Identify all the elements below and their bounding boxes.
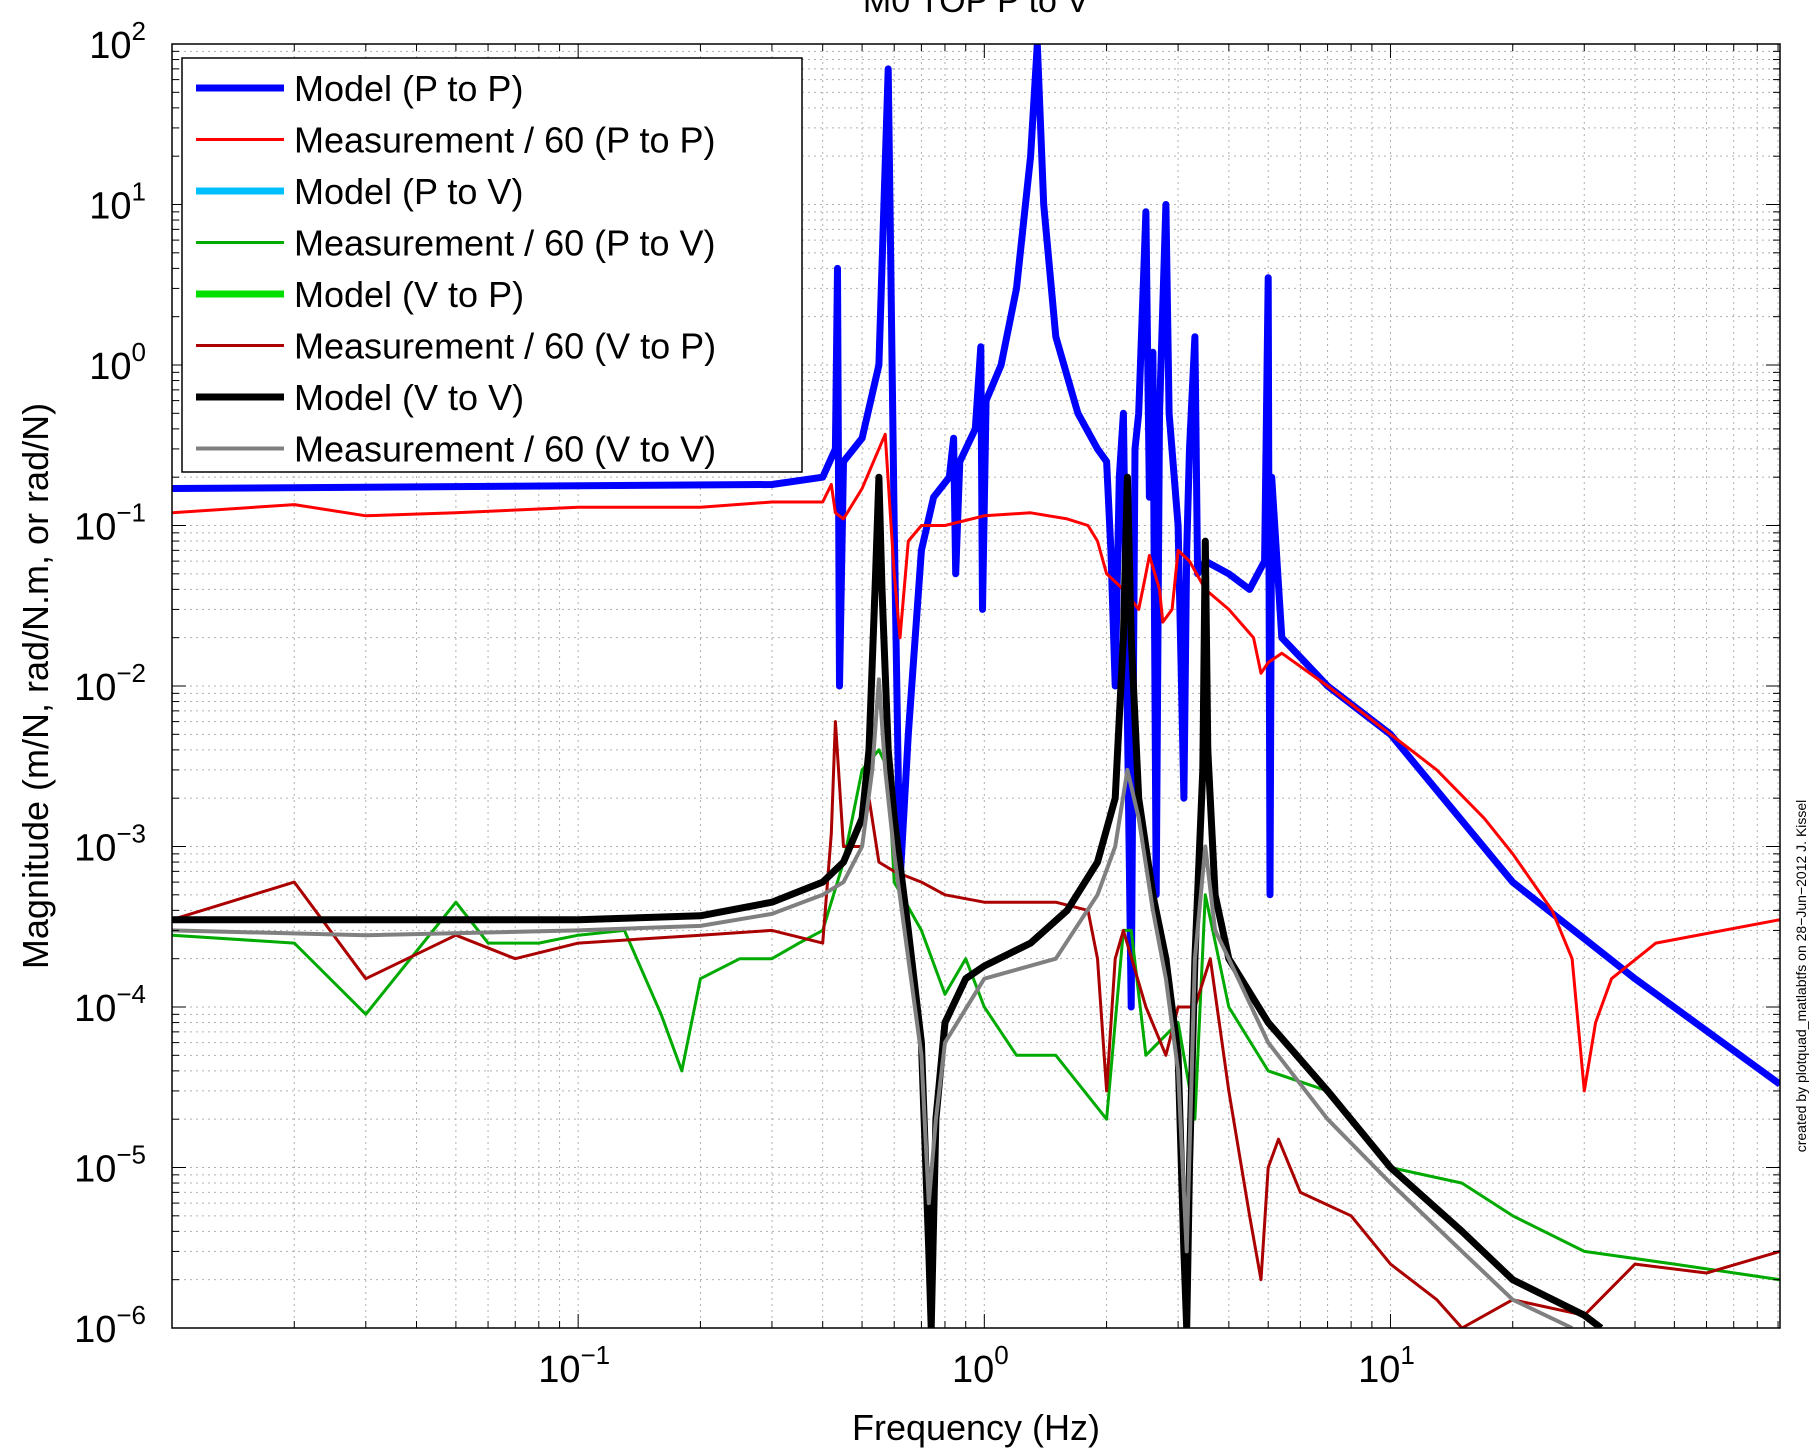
legend-label: Measurement / 60 (P to V) [294, 223, 716, 264]
legend-label: Model (V to V) [294, 377, 524, 418]
legend-label: Model (P to V) [294, 171, 523, 212]
series-line [172, 677, 1573, 1328]
svg-text:100: 100 [952, 1340, 1009, 1391]
svg-text:100: 100 [89, 337, 146, 388]
svg-text:10−1: 10−1 [74, 498, 146, 549]
svg-text:10−5: 10−5 [74, 1140, 146, 1191]
y-tick-label: 101 [89, 177, 146, 228]
legend-item: Model (V to V) [196, 377, 524, 418]
x-tick-label: 10−1 [538, 1340, 610, 1391]
svg-text:10−1: 10−1 [538, 1340, 610, 1391]
series-line [172, 473, 1604, 1328]
svg-text:10−3: 10−3 [74, 819, 146, 870]
svg-text:10−4: 10−4 [74, 979, 146, 1030]
series-line [172, 44, 1780, 1088]
legend-label: Model (V to P) [294, 274, 524, 315]
x-tick-label: 100 [952, 1340, 1009, 1391]
legend-item: Measurement / 60 (V to P) [196, 326, 716, 367]
legend-label: Measurement / 60 (P to P) [294, 120, 716, 161]
y-tick-label: 10−5 [74, 1140, 146, 1191]
legend-item: Measurement / 60 (P to P) [196, 120, 716, 161]
legend: Model (P to P) Measurement / 60 (P to P) M… [181, 57, 803, 473]
legend-item: Model (V to P) [196, 274, 524, 315]
legend-item: Model (P to P) [196, 68, 523, 109]
svg-text:10−2: 10−2 [74, 658, 146, 709]
legend-item: Measurement / 60 (V to V) [196, 429, 716, 470]
series-line [172, 720, 1780, 1328]
legend-item: Measurement / 60 (P to V) [196, 223, 716, 264]
tick-marks [171, 44, 1780, 1329]
y-tick-label: 10−2 [74, 658, 146, 709]
y-tick-label: 10−4 [74, 979, 146, 1030]
svg-text:101: 101 [89, 177, 146, 228]
y-tick-labels: 102 101 100 10−1 10−2 10−3 10−4 10−5 10−6 [74, 16, 146, 1351]
legend-item: Model (P to V) [196, 171, 523, 212]
legend-label: Measurement / 60 (V to P) [294, 326, 716, 367]
svg-text:102: 102 [89, 16, 146, 67]
x-tick-labels: 10−1 100 101 [538, 1340, 1415, 1391]
credit-note: created by plotquad_matlabtfs on 28−Jun−… [1793, 800, 1809, 1153]
legend-label: Model (P to P) [294, 68, 523, 109]
y-tick-label: 100 [89, 337, 146, 388]
svg-text:101: 101 [1358, 1340, 1415, 1391]
y-axis-label: Magnitude (m/N, rad/N.m, or rad/N) [15, 403, 56, 969]
y-tick-label: 10−6 [74, 1300, 146, 1351]
series-line [172, 748, 1780, 1282]
y-tick-label: 102 [89, 16, 146, 67]
series-layer [172, 44, 1780, 1328]
legend-box [181, 57, 803, 473]
legend-label: Measurement / 60 (V to V) [294, 429, 716, 470]
x-axis-label: Frequency (Hz) [852, 1407, 1100, 1448]
y-tick-label: 10−3 [74, 819, 146, 870]
svg-text:10−6: 10−6 [74, 1300, 146, 1351]
x-tick-label: 101 [1358, 1340, 1415, 1391]
y-tick-label: 10−1 [74, 498, 146, 549]
chart-title: M0 TOP P to V [863, 0, 1089, 20]
